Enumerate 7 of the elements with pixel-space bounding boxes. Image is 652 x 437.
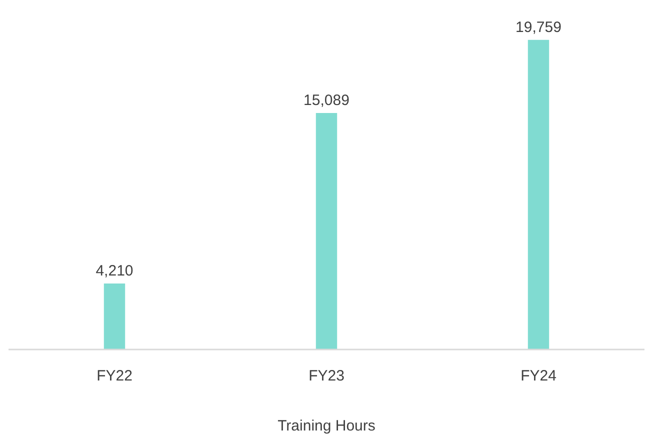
x-tick-label: FY23 xyxy=(308,368,344,384)
x-tick-label: FY22 xyxy=(96,368,132,384)
data-label: 15,089 xyxy=(304,92,350,110)
x-axis-title: Training Hours xyxy=(278,418,376,434)
data-label: 19,759 xyxy=(516,18,562,36)
x-tick-label: FY24 xyxy=(520,368,556,384)
data-label: 4,210 xyxy=(96,262,134,280)
